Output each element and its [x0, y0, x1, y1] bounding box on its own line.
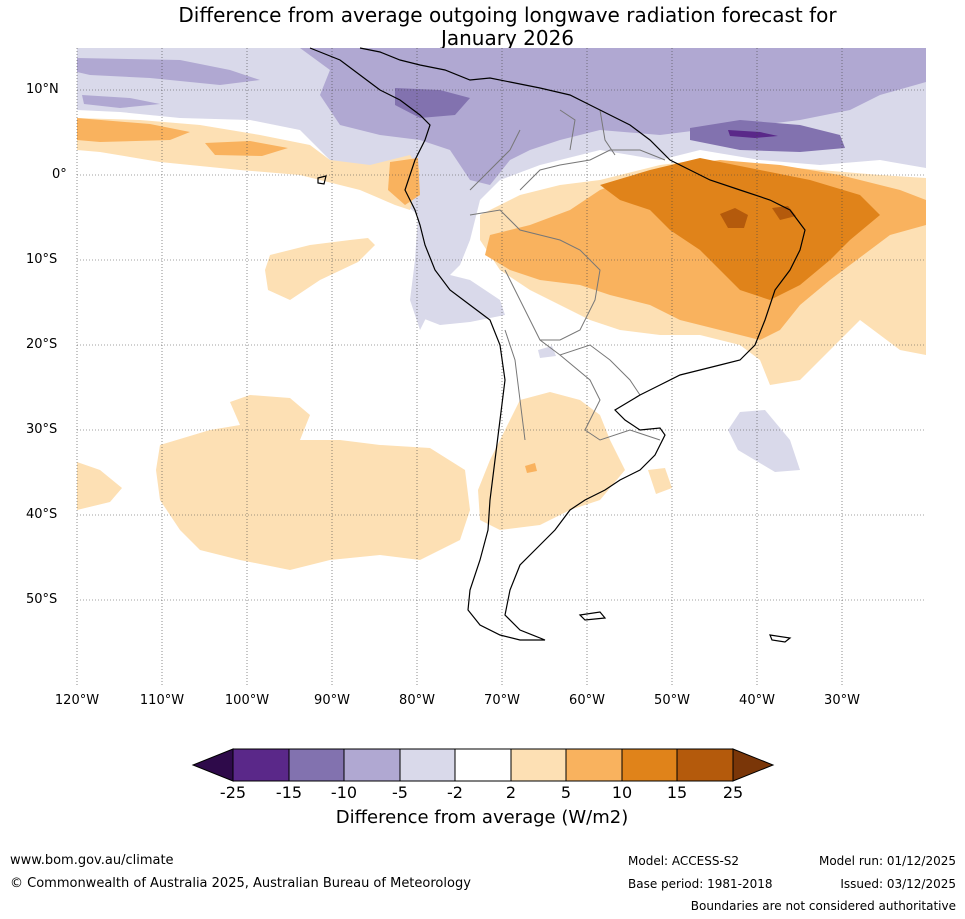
lon-label: 80°W — [399, 693, 435, 708]
lon-label: 90°W — [314, 693, 350, 708]
title-line-1: Difference from average outgoing longwav… — [178, 3, 837, 27]
colorbar-cell-0 — [191, 748, 234, 782]
footer-url[interactable]: www.bom.gov.au/climate — [10, 853, 174, 868]
chart-title: Difference from average outgoing longwav… — [0, 4, 965, 50]
colorbar-cell-4 — [399, 748, 456, 782]
lat-label: 10°N — [26, 82, 59, 97]
coastline — [309, 47, 806, 643]
anomaly-medium-purple-west2 — [82, 95, 160, 108]
anomaly-light-orange-far-west — [77, 462, 122, 510]
footer-copyright: © Commonwealth of Australia 2025, Austra… — [10, 876, 471, 891]
lon-label: 30°W — [824, 693, 860, 708]
anomaly-light-orange-argentina — [478, 392, 625, 530]
colorbar-label: Difference from average (W/m2) — [335, 807, 629, 828]
footer-model: Model: ACCESS-S2 — [628, 854, 740, 868]
anomaly-light-orange-pacific-band — [77, 118, 420, 210]
colorbar-cell-10 — [732, 748, 775, 782]
colorbar-tick: 15 — [666, 783, 688, 802]
lat-label: 0° — [52, 167, 67, 182]
colorbar-cell-5 — [454, 748, 512, 782]
anomaly-medium-orange-argentina-spot — [525, 463, 537, 473]
anomaly-light-purple-peru — [422, 270, 505, 325]
anomaly-light-purple-bolivia — [538, 346, 556, 358]
lon-label: 70°W — [484, 693, 520, 708]
colorbar-cell-8 — [621, 748, 678, 782]
lon-label: 60°W — [569, 693, 605, 708]
anomaly-field — [77, 48, 926, 570]
anomaly-medium-orange-pacific-spot — [205, 141, 288, 156]
footer-disclaimer: Boundaries are not considered authoritat… — [690, 899, 956, 913]
lon-label: 40°W — [739, 693, 775, 708]
title-line-2: January 2026 — [440, 26, 575, 50]
footer-base-period: Base period: 1981-2018 — [628, 877, 773, 891]
colorbar-tick: 10 — [611, 783, 633, 802]
anomaly-dark-orange-ne-brazil — [600, 158, 880, 300]
colorbar-tick: -2 — [447, 783, 463, 802]
colorbar-cell-3 — [343, 748, 401, 782]
colorbar-tick: -10 — [330, 783, 358, 802]
colorbar-tick: -25 — [219, 783, 247, 802]
colorbar-tick: 2 — [505, 783, 517, 802]
colorbar-cell-2 — [288, 748, 345, 782]
anomaly-brown-spot-1 — [720, 208, 748, 228]
gridlines — [76, 48, 926, 685]
colorbar — [191, 748, 775, 782]
country-borders — [469, 109, 666, 441]
anomaly-light-orange-uruguay — [648, 468, 672, 494]
lat-label: 30°S — [26, 422, 58, 437]
footer-issued: Issued: 03/12/2025 — [840, 877, 956, 891]
anomaly-light-purple-atlantic — [728, 410, 800, 472]
colorbar-tick: 5 — [560, 783, 572, 802]
colorbar-cell-1 — [232, 748, 290, 782]
colorbar-tick: -15 — [275, 783, 303, 802]
lon-label: 50°W — [654, 693, 690, 708]
anomaly-light-orange-south-pacific — [156, 395, 470, 570]
colorbar-tick: 25 — [722, 783, 744, 802]
lon-label: 100°W — [224, 693, 270, 708]
colorbar-cell-9 — [676, 748, 734, 782]
anomaly-light-orange-pacific-mid — [265, 238, 375, 300]
lat-label: 40°S — [26, 507, 58, 522]
footer-model-run: Model run: 01/12/2025 — [818, 854, 956, 868]
colorbar-cell-6 — [510, 748, 567, 782]
lat-label: 20°S — [26, 337, 58, 352]
anomaly-darkest-purple — [728, 130, 778, 138]
colorbar-cell-7 — [565, 748, 623, 782]
lon-label: 120°W — [54, 693, 100, 708]
lat-label: 10°S — [26, 252, 58, 267]
anomaly-medium-purple-west — [77, 58, 260, 85]
colorbar-tick: -5 — [392, 783, 408, 802]
lat-label: 50°S — [26, 592, 58, 607]
lon-label: 110°W — [139, 693, 185, 708]
